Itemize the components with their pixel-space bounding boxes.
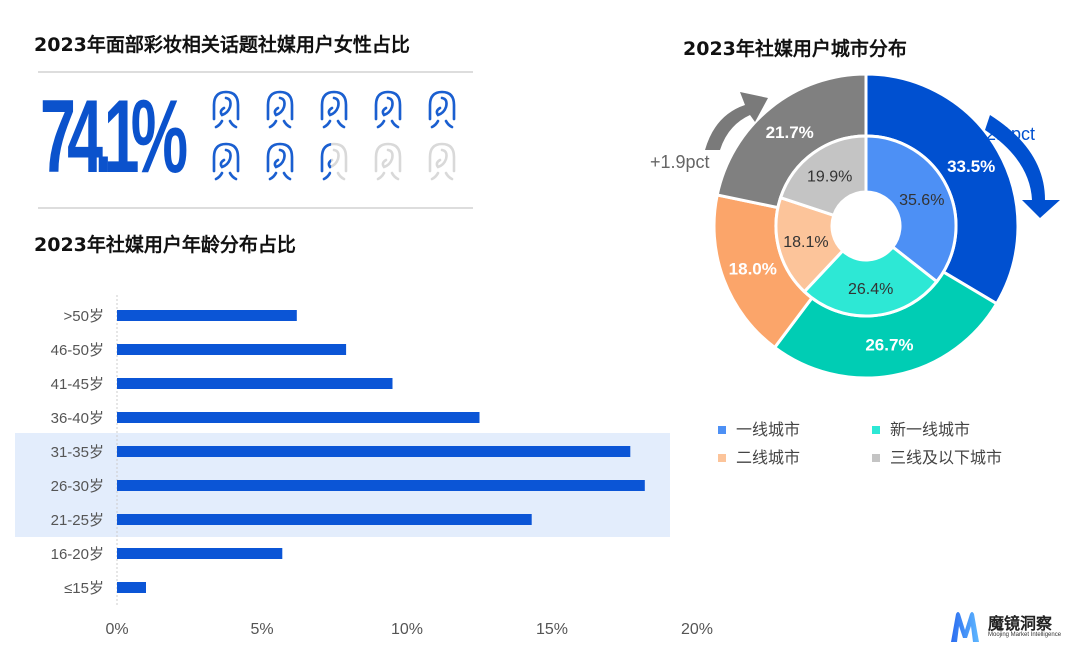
inner-label: 35.6% <box>899 192 944 209</box>
legend-swatch <box>872 454 880 462</box>
legend-swatch <box>718 454 726 462</box>
city-donut-chart: 33.5% 26.7% 18.0% 21.7% 35.6% 26.4% 18.1% 19.9%… <box>650 72 1060 467</box>
legend-label: 三线及以下城市 <box>890 449 1002 467</box>
inner-slice <box>864 134 958 284</box>
category-label: 41-45岁 <box>51 376 104 393</box>
icon-fill <box>320 90 348 129</box>
increase-arrow-icon <box>705 92 768 150</box>
category-label: 36-40岁 <box>51 410 104 427</box>
bar <box>117 378 393 389</box>
divider <box>38 71 473 73</box>
category-label: 21-25岁 <box>51 512 104 529</box>
logo-tagline: Moojing Market Intelligence <box>988 632 1062 638</box>
category-label: 16-20岁 <box>51 546 104 563</box>
logo-name: 魔镜洞察 <box>988 614 1053 633</box>
outer-label: 18.0% <box>729 260 777 279</box>
female-head-icon <box>428 142 456 181</box>
inner-slice <box>802 244 939 318</box>
female-icon-grid <box>212 90 456 181</box>
x-tick-label: 20% <box>681 621 713 638</box>
logo-mark-icon <box>951 612 979 642</box>
outer-label: 33.5% <box>947 157 995 176</box>
female-head-icon <box>266 142 294 181</box>
inner-slice <box>778 134 868 218</box>
inner-label: 18.1% <box>783 234 828 251</box>
bar <box>117 344 347 355</box>
outer-label: 26.7% <box>865 336 913 355</box>
change-annotation-tier1: -2.1pct <box>980 124 1035 144</box>
female-head-icon <box>374 90 402 129</box>
legend-label: 新一线城市 <box>890 421 970 439</box>
logo: 魔镜洞察 Moojing Market Intelligence <box>948 608 1078 648</box>
female-head-icon <box>212 142 240 181</box>
icon-fill <box>266 142 294 181</box>
decrease-arrow-icon <box>985 115 1060 218</box>
icon-fill <box>374 90 402 129</box>
female-head-icon <box>320 142 348 181</box>
female-head-icon <box>212 90 240 129</box>
category-label: 26-30岁 <box>51 478 104 495</box>
icon-outline <box>374 142 402 181</box>
x-tick-label: 5% <box>250 621 273 638</box>
inner-label: 19.9% <box>807 169 852 186</box>
icon-fill <box>266 90 294 129</box>
female-head-icon <box>266 90 294 129</box>
legend-swatch <box>718 426 726 434</box>
x-tick-label: 15% <box>536 621 568 638</box>
icon-fill <box>212 142 240 181</box>
change-annotation-tier3: +1.9pct <box>650 152 710 172</box>
divider <box>38 207 473 209</box>
icon-fill <box>212 90 240 129</box>
female-head-icon <box>320 90 348 129</box>
inner-label: 26.4% <box>848 281 893 298</box>
age-bar-chart: >50岁 46-50岁 41-45岁 36-40岁 31-35岁 26-30岁 21-25岁… <box>15 295 713 638</box>
legend-label: 一线城市 <box>736 421 800 439</box>
bar <box>117 310 297 321</box>
bar <box>117 446 631 457</box>
bar <box>117 412 480 423</box>
bar <box>117 480 645 491</box>
bar <box>117 548 283 559</box>
bar <box>117 514 532 525</box>
x-tick-label: 10% <box>391 621 423 638</box>
category-label: 46-50岁 <box>51 342 104 359</box>
legend-swatch <box>872 426 880 434</box>
category-label: >50岁 <box>64 308 104 325</box>
icon-fill <box>428 90 456 129</box>
category-label: 31-35岁 <box>51 444 104 461</box>
outer-label: 21.7% <box>766 123 814 142</box>
icon-outline <box>428 142 456 181</box>
female-head-icon <box>428 90 456 129</box>
category-label: ≤15岁 <box>64 580 104 597</box>
bar <box>117 582 146 593</box>
city-chart-title: 2023年社媒用户城市分布 <box>683 38 907 60</box>
age-chart-title: 2023年社媒用户年龄分布占比 <box>34 234 296 256</box>
female-share-value: 74.1% <box>40 79 188 195</box>
icon-outline <box>320 142 348 181</box>
x-tick-label: 0% <box>105 621 128 638</box>
inner-slice <box>774 195 845 294</box>
female-share-title: 2023年面部彩妆相关话题社媒用户女性占比 <box>34 34 410 56</box>
legend-label: 二线城市 <box>736 449 800 467</box>
female-head-icon <box>374 142 402 181</box>
